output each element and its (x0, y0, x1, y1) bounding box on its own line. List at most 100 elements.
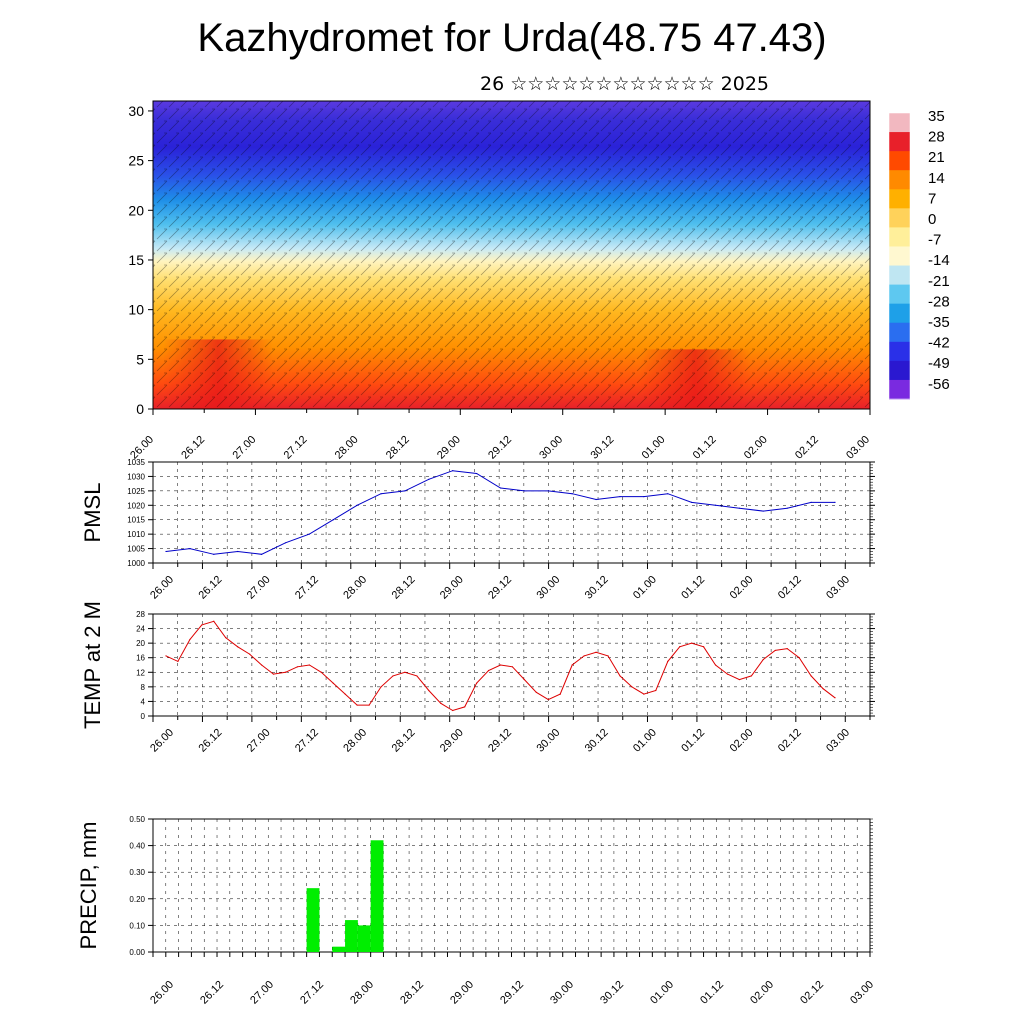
colorbar-swatch (889, 303, 910, 324)
temp-data-point (535, 691, 537, 693)
pmsl-x-tick-label: 26.00 (148, 574, 176, 602)
temp-data-point (547, 699, 549, 701)
colorbar-label: -49 (928, 355, 950, 372)
temp-data-point (380, 686, 382, 688)
colorbar-swatch (889, 284, 910, 305)
y-tick-label: 0.00 (129, 948, 145, 957)
temp-x-tick-label: 29.12 (486, 727, 514, 755)
pmsl-data-point (380, 493, 382, 495)
colorbar-swatch (889, 132, 910, 152)
pmsl-data-point (571, 493, 573, 495)
colorbar-swatch (889, 360, 910, 381)
y-tick-label: 1020 (127, 501, 145, 510)
precip-x-tick-label: 29.12 (498, 979, 526, 1007)
temp-axis-label: TEMP at 2 M (80, 601, 105, 729)
y-tick-label: 1030 (127, 472, 145, 481)
pmsl-data-point (762, 510, 764, 512)
pmsl-chart: 1000 1005 1010 1015 1020 1025 1030 1035 PMSL 26.0… (80, 458, 875, 602)
pmsl-data-point (643, 496, 645, 498)
temp-data-point (392, 675, 394, 677)
y-tick-label: 25 (128, 153, 144, 169)
temp-data-point (583, 655, 585, 657)
cross-section-x-tick-label: 29.00 (435, 434, 463, 462)
pmsl-x-tick-label: 03.00 (824, 574, 852, 602)
temp-data-point (213, 620, 215, 622)
y-tick-label: 15 (128, 252, 144, 268)
y-tick-label: 1000 (127, 559, 145, 568)
pmsl-data-point (237, 550, 239, 553)
pmsl-data-point (667, 493, 669, 495)
precip-bar (345, 920, 358, 952)
pmsl-data-point (308, 533, 310, 535)
temp-data-point (810, 675, 812, 677)
precip-x-tick-label: 29.00 (448, 979, 476, 1007)
pmsl-data-point (356, 504, 358, 506)
colorbar-label: -35 (928, 314, 950, 331)
pmsl-data-point (452, 470, 454, 472)
temp-data-point (344, 693, 346, 695)
y-tick-label: 0 (136, 401, 144, 417)
y-tick-label: 1015 (127, 516, 145, 525)
temp-x-tick-label: 28.12 (390, 727, 418, 755)
precip-x-tick-label: 28.00 (348, 979, 376, 1007)
precip-x-tick-label: 02.12 (798, 979, 826, 1007)
pmsl-data-point (189, 547, 191, 550)
precip-chart: 0.00 0.10 0.20 0.30 0.40 0.50 PRECIP, mm 26.00 2… (76, 815, 876, 1007)
temp-data-point (774, 649, 776, 652)
pmsl-x-tick-label: 30.00 (534, 574, 562, 602)
temp-data-point (786, 648, 788, 650)
colorbar-label: 35 (928, 108, 945, 125)
temp-data-point (750, 675, 752, 677)
pmsl-data-point (523, 490, 525, 492)
pmsl-x-tick-label: 02.00 (728, 574, 756, 602)
pmsl-data-point (547, 490, 549, 492)
temp-data-point (177, 660, 179, 662)
pmsl-x-tick-label: 27.12 (293, 574, 321, 602)
temp-data-point (702, 646, 705, 648)
precip-x-tick-label: 26.00 (148, 979, 176, 1007)
colorbar-label: -21 (928, 273, 950, 290)
pmsl-x-tick-label: 01.12 (679, 574, 707, 602)
precip-axis-label: PRECIP, mm (76, 822, 101, 950)
y-tick-label: 1010 (127, 530, 145, 539)
precip-x-tick-label: 28.12 (398, 979, 426, 1007)
temp-data-point (284, 671, 287, 673)
pmsl-x-tick-label: 30.12 (583, 574, 611, 602)
temp-data-point (523, 678, 525, 681)
pmsl-x-tick-label: 29.12 (486, 574, 514, 602)
colorbar-label: -42 (928, 335, 950, 352)
pmsl-data-point (165, 550, 167, 553)
cross-section-x-tick-label: 27.12 (282, 434, 310, 462)
pmsl-data-point (834, 501, 836, 503)
y-tick-label: 28 (136, 610, 145, 619)
y-tick-label: 16 (136, 654, 145, 663)
temp-data-point (356, 704, 358, 706)
temp-data-point (726, 673, 729, 675)
y-tick-label: 10 (128, 302, 144, 318)
temp-data-point (404, 671, 406, 673)
precip-x-tick-label: 26.12 (198, 979, 226, 1007)
temp-data-point (738, 678, 741, 681)
temp-data-point (368, 704, 370, 706)
y-tick-label: 20 (128, 202, 144, 218)
y-tick-label: 0.30 (129, 868, 145, 877)
temp-data-point (440, 702, 442, 704)
cross-section-x-tick-label: 29.12 (486, 434, 514, 462)
colorbar-label: 14 (928, 170, 945, 187)
pmsl-data-point (284, 542, 287, 544)
pmsl-x-tick-label: 29.00 (438, 574, 466, 602)
colorbar-swatch (889, 322, 910, 343)
temp-data-point (320, 671, 322, 673)
colorbar-label: -28 (928, 293, 950, 310)
precip-x-tick-label: 27.00 (248, 979, 276, 1007)
cross-section-x-tick-label: 03.00 (844, 434, 872, 462)
page-title: Kazhydromet for Urda(48.75 47.43) (197, 16, 827, 60)
colorbar-swatch (889, 151, 910, 171)
y-tick-label: 1025 (127, 487, 145, 496)
cross-section-x-tick-label: 27.00 (230, 434, 258, 462)
temp-x-tick-label: 26.12 (196, 727, 224, 755)
temp-data-point (165, 655, 167, 657)
temp-data-point (201, 624, 203, 626)
temp-x-tick-label: 30.12 (583, 727, 611, 755)
